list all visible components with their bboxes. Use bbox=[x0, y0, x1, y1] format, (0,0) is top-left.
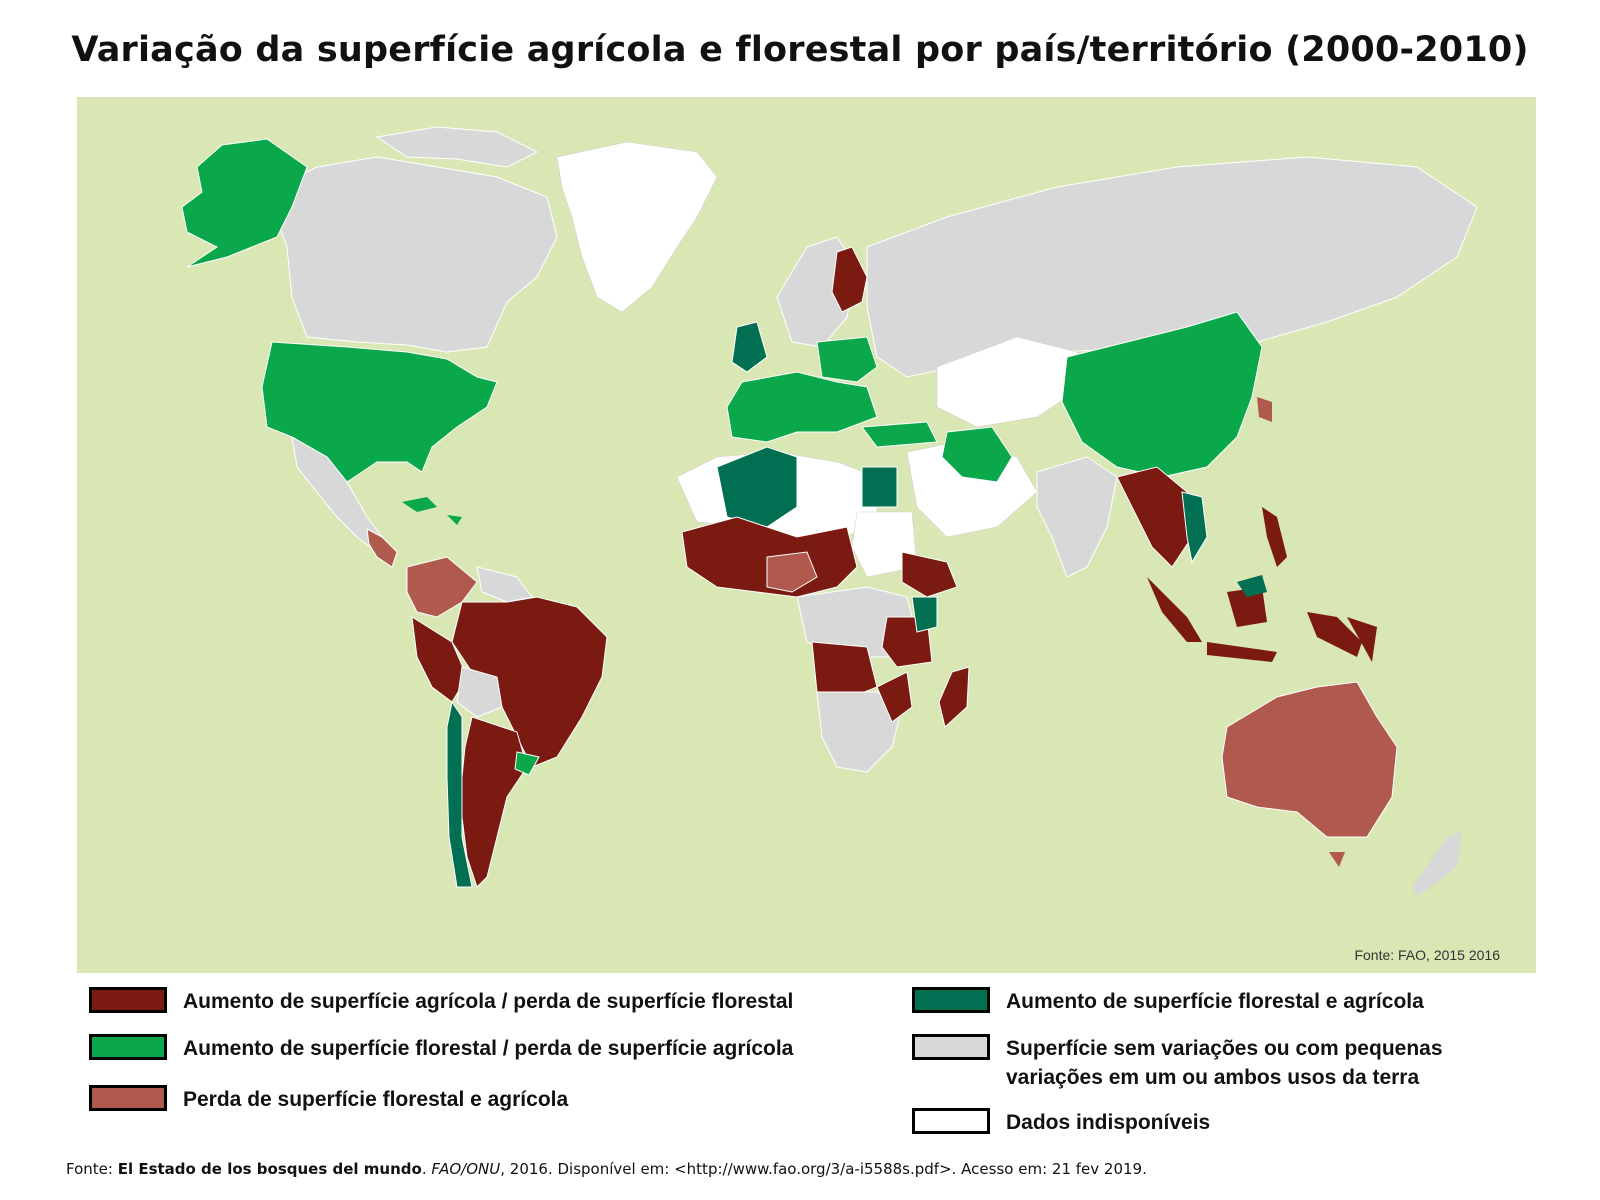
region-india bbox=[1036, 456, 1118, 578]
region-drc bbox=[811, 641, 878, 698]
page-title: Variação da superfície agrícola e flores… bbox=[71, 30, 1529, 70]
region-vietnam bbox=[1181, 491, 1208, 564]
region-china bbox=[1061, 311, 1263, 478]
legend-item-agri-gain-forest-loss: Aumento de superfície agrícola / perda d… bbox=[89, 987, 793, 1016]
region-tasmania bbox=[1329, 852, 1345, 867]
source-citation: Fonte: El Estado de los bosques del mund… bbox=[66, 1160, 1147, 1178]
legend-item-no-data: Dados indisponíveis bbox=[912, 1108, 1210, 1137]
region-japan-korea bbox=[1257, 397, 1272, 422]
region-colombia-venezuela bbox=[406, 556, 478, 618]
legend-label: Aumento de superfície florestal / perda … bbox=[183, 1037, 794, 1060]
citation-rest: , 2016. Disponível em: <http://www.fao.o… bbox=[500, 1160, 1147, 1178]
region-finland bbox=[831, 246, 868, 313]
region-philippines bbox=[1262, 507, 1287, 567]
legend-item-no-change: Superfície sem variações ou com pequenas… bbox=[912, 1034, 1443, 1092]
region-nigeria bbox=[766, 551, 818, 593]
legend-label: Dados indisponíveis bbox=[1006, 1111, 1211, 1134]
legend-label-line2: variações em um ou ambos usos da terra bbox=[1006, 1066, 1420, 1089]
legend-swatch bbox=[912, 1034, 990, 1060]
legend: Aumento de superfície agrícola / perda d… bbox=[0, 982, 1600, 1152]
legend-swatch bbox=[89, 1034, 167, 1060]
region-usa bbox=[261, 341, 498, 483]
citation-prefix: Fonte: bbox=[66, 1160, 118, 1178]
region-sudan bbox=[851, 511, 918, 578]
region-alaska bbox=[181, 138, 308, 268]
legend-label-line1: Superfície sem variações ou com pequenas bbox=[1006, 1037, 1443, 1060]
legend-label: Aumento de superfície florestal e agríco… bbox=[1006, 990, 1424, 1013]
region-iran bbox=[941, 426, 1013, 483]
region-central-asia bbox=[936, 336, 1078, 428]
region-uruguay bbox=[514, 751, 540, 776]
legend-swatch bbox=[89, 987, 167, 1013]
world-map: Fonte: FAO, 2015 2016 bbox=[77, 97, 1536, 973]
region-turkey bbox=[861, 421, 938, 448]
legend-swatch bbox=[912, 1108, 990, 1134]
legend-swatch bbox=[912, 987, 990, 1013]
region-caribbean bbox=[402, 497, 462, 525]
region-canada-islands bbox=[375, 126, 539, 168]
region-australia bbox=[1221, 681, 1398, 838]
legend-swatch bbox=[89, 1085, 167, 1111]
region-greenland bbox=[556, 141, 718, 313]
region-bolivia bbox=[456, 666, 503, 718]
region-mainland-sea bbox=[1116, 466, 1193, 568]
region-central-america bbox=[366, 528, 398, 568]
region-western-europe bbox=[726, 371, 878, 443]
region-guyanas bbox=[476, 566, 533, 603]
legend-item-forest-agri-loss: Perda de superfície florestal e agrícola bbox=[89, 1085, 568, 1114]
region-russia bbox=[866, 156, 1478, 378]
legend-item-forest-gain-agri-loss: Aumento de superfície florestal / perda … bbox=[89, 1034, 793, 1063]
citation-sep: . bbox=[421, 1160, 432, 1178]
legend-label: Aumento de superfície agrícola / perda d… bbox=[183, 990, 794, 1013]
legend-item-forest-agri-gain: Aumento de superfície florestal e agríco… bbox=[912, 987, 1424, 1016]
region-canada bbox=[266, 156, 558, 353]
region-algeria bbox=[716, 446, 798, 528]
region-madagascar bbox=[938, 666, 970, 728]
region-poland-baltics bbox=[816, 336, 878, 383]
citation-work: El Estado de los bosques del mundo bbox=[117, 1160, 422, 1178]
region-new-zealand bbox=[1412, 832, 1462, 897]
region-chile bbox=[446, 700, 473, 888]
legend-label: Superfície sem variações ou com pequenas… bbox=[1006, 1034, 1443, 1092]
region-argentina bbox=[461, 716, 528, 888]
region-papua bbox=[1347, 617, 1377, 662]
region-indonesia bbox=[1147, 577, 1362, 662]
region-ethiopia bbox=[901, 551, 958, 598]
citation-publisher: FAO/ONU bbox=[431, 1160, 501, 1178]
legend-label: Perda de superfície florestal e agrícola bbox=[183, 1088, 569, 1111]
region-mozambique-tanzania bbox=[876, 671, 913, 723]
region-kenya bbox=[911, 596, 938, 633]
region-borneo-green bbox=[1237, 575, 1267, 597]
world-map-svg bbox=[181, 126, 1478, 897]
region-egypt bbox=[861, 466, 898, 508]
map-source-note: Fonte: FAO, 2015 2016 bbox=[1354, 947, 1500, 963]
region-uk bbox=[731, 321, 768, 373]
